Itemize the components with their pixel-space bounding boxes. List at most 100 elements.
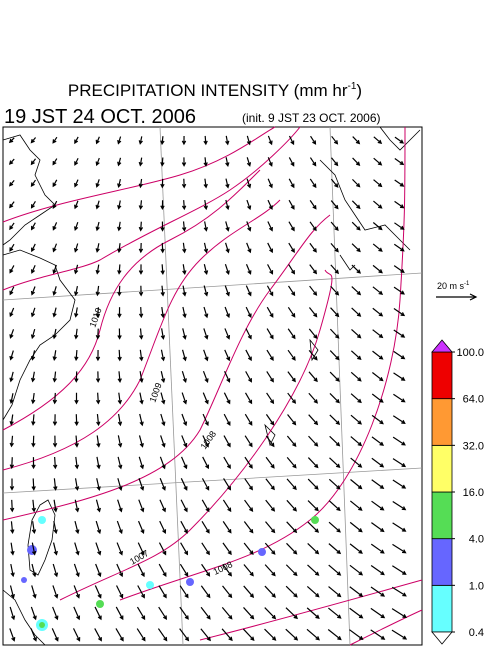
wind-arrow [160, 371, 166, 384]
wind-arrow [31, 563, 37, 578]
wind-arrow [265, 456, 275, 469]
wind-arrow [117, 456, 123, 470]
wind-arrow [117, 307, 122, 319]
isobar [2, 199, 281, 471]
wind-arrow [51, 628, 59, 642]
wind-arrow [307, 500, 319, 512]
wind-arrow [74, 371, 79, 383]
coastline [2, 249, 76, 421]
wind-arrow [309, 221, 317, 232]
wind-arrow [225, 242, 230, 254]
wind-arrow [203, 328, 209, 340]
wind-arrow [203, 199, 208, 211]
wind-arrow [95, 392, 101, 405]
wind-arrow [52, 307, 57, 318]
wind-arrow [327, 629, 342, 641]
wind-arrow [285, 564, 298, 577]
wind-arrow [351, 221, 361, 231]
wind-arrow [53, 521, 58, 535]
wind-arrow [117, 328, 122, 340]
wind-arrow [391, 608, 407, 619]
wind-arrow [159, 499, 166, 513]
wind-arrow [95, 285, 100, 297]
wind-arrow [392, 522, 407, 532]
wind-arrow [391, 629, 408, 640]
wind-arrow [179, 628, 190, 642]
wind-arrow [160, 285, 165, 297]
wind-arrow [180, 520, 188, 534]
wind-arrow [117, 157, 122, 167]
wind-arrow [74, 328, 79, 340]
wind-arrow [138, 136, 143, 145]
wind-arrow [266, 349, 274, 362]
wind-arrow [73, 286, 79, 297]
wind-arrow [117, 200, 122, 210]
wind-arrow [116, 542, 123, 556]
wind-arrow [372, 222, 383, 231]
wind-arrow [30, 158, 37, 166]
wind-arrow [96, 414, 101, 427]
wind-arrow [201, 499, 210, 513]
wind-arrow [350, 479, 363, 490]
wind-arrow [246, 135, 252, 146]
wind-arrow [117, 243, 122, 254]
colorbar: 0.4 1.0 4.0 16.0 32.0 64.0 100.0 [431, 339, 484, 645]
wind-arrow [30, 628, 37, 642]
wind-arrow [287, 414, 297, 426]
wind-arrow [287, 306, 296, 318]
wind-arrow [245, 264, 252, 275]
wind-arrow [371, 457, 385, 468]
wind-arrow [329, 328, 340, 339]
wind-arrow [31, 457, 36, 470]
wind-arrow [53, 499, 58, 513]
wind-arrow [330, 178, 339, 188]
wind-arrow [351, 307, 362, 317]
wind-arrow [117, 136, 122, 145]
wind-arrow [370, 607, 386, 619]
wind-arrow [117, 371, 122, 383]
wind-arrow [265, 478, 275, 491]
wind-arrow [308, 435, 319, 447]
wind-arrow [201, 542, 210, 556]
wind-arrow [74, 221, 79, 231]
wind-arrow [203, 264, 209, 276]
wind-arrow [285, 607, 298, 620]
rain-cell [258, 548, 266, 556]
isobar [199, 579, 423, 641]
wind-arrow [74, 542, 80, 556]
wind-arrow [138, 221, 144, 232]
wind-arrow [243, 521, 254, 534]
wind-arrow [242, 628, 255, 641]
wind-arrow [225, 221, 230, 232]
wind-arrow [73, 243, 79, 253]
wind-arrow [95, 328, 101, 340]
wind-arrow [138, 435, 144, 448]
wind-arrow [31, 414, 36, 426]
wind-arrow [182, 285, 187, 297]
wind-arrow [160, 306, 165, 319]
wind-arrow [94, 606, 102, 621]
wind-arrow [30, 264, 36, 274]
wind-arrow [246, 242, 252, 254]
wind-arrow [307, 457, 319, 469]
wind-arrow [392, 458, 407, 468]
wind-arrow [9, 414, 14, 426]
wind-arrow [266, 306, 274, 318]
wind-arrow [95, 179, 100, 188]
wind-arrow [349, 629, 364, 641]
wind-arrow [137, 520, 145, 535]
wind-arrow [352, 136, 361, 145]
wind-arrow [31, 499, 36, 513]
wind-arrow [246, 178, 252, 189]
wind-arrow [202, 413, 209, 427]
wind-arrow [394, 179, 405, 187]
wind-arrow [138, 499, 145, 513]
wind-arrow [181, 221, 187, 232]
wind-arrow [115, 606, 124, 621]
wind-arrow [224, 371, 231, 383]
wind-arrow [349, 500, 363, 511]
wind-arrow [160, 136, 165, 146]
wind-arrow [138, 478, 145, 491]
wind-arrow [9, 606, 16, 621]
